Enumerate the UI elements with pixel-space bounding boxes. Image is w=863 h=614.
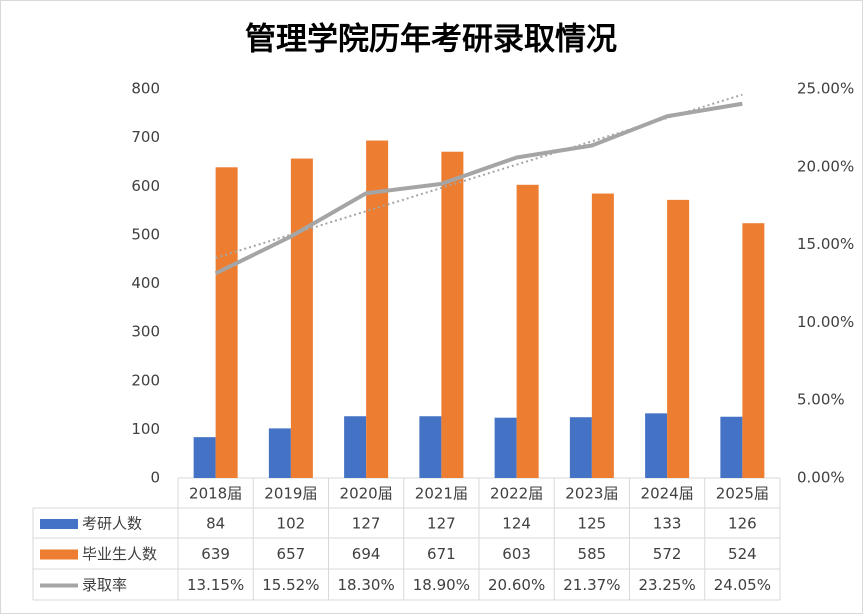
table-cell: 18.90% [413, 576, 470, 594]
y-tick-label: 400 [131, 274, 160, 292]
bar [215, 167, 238, 478]
y2-tick-label: 10.00% [797, 313, 854, 331]
table-cell: 585 [578, 545, 607, 563]
bar [742, 223, 765, 478]
y-tick-label: 800 [131, 80, 160, 98]
bar [494, 417, 517, 478]
bar [591, 193, 614, 478]
table-cell: 15.52% [262, 576, 319, 594]
x-tick-label: 2022届 [490, 485, 543, 503]
bar [569, 417, 592, 478]
bar [268, 428, 291, 478]
legend-key [40, 549, 78, 560]
table-cell: 102 [277, 515, 306, 533]
table-cell: 125 [578, 515, 607, 533]
y-tick-label: 0 [150, 469, 160, 487]
y2-tick-label: 20.00% [797, 157, 854, 175]
x-tick-label: 2021届 [415, 485, 468, 503]
table-cell: 639 [201, 545, 230, 563]
y-tick-label: 600 [131, 177, 160, 195]
bar [645, 413, 668, 478]
y-tick-label: 200 [131, 371, 160, 389]
y2-tick-label: 15.00% [797, 235, 854, 253]
table-cell: 671 [427, 545, 456, 563]
table-cell: 13.15% [187, 576, 244, 594]
table-cell: 694 [352, 545, 381, 563]
table-cell: 603 [502, 545, 531, 563]
legend-label: 录取率 [82, 576, 127, 594]
bar [516, 184, 539, 478]
y2-tick-label: 5.00% [797, 391, 845, 409]
legend-label: 考研人数 [82, 515, 142, 533]
x-tick-label: 2023届 [565, 485, 618, 503]
x-tick-label: 2024届 [641, 485, 694, 503]
table-cell: 18.30% [338, 576, 395, 594]
x-tick-label: 2018届 [189, 485, 242, 503]
y-tick-label: 500 [131, 225, 160, 243]
y2-tick-label: 0.00% [797, 469, 845, 487]
bar [419, 416, 442, 478]
table-cell: 133 [653, 515, 682, 533]
chart-title: 管理学院历年考研录取情况 [245, 22, 617, 58]
y-tick-label: 700 [131, 128, 160, 146]
bar [441, 151, 464, 478]
y2-tick-label: 25.00% [797, 80, 854, 98]
bar [193, 437, 216, 478]
bar [366, 140, 389, 479]
table-cell: 84 [206, 515, 225, 533]
bar [667, 199, 690, 479]
x-tick-label: 2019届 [264, 485, 317, 503]
table-cell: 126 [728, 515, 757, 533]
table-cell: 657 [277, 545, 306, 563]
table-cell: 127 [352, 515, 381, 533]
table-cell: 20.60% [488, 576, 545, 594]
bar [344, 416, 367, 478]
x-tick-label: 2025届 [716, 485, 769, 503]
legend-label: 毕业生人数 [82, 545, 157, 563]
bar [720, 416, 743, 478]
y-tick-label: 300 [131, 323, 160, 341]
y-tick-label: 100 [131, 420, 160, 438]
table-cell: 127 [427, 515, 456, 533]
table-cell: 21.37% [563, 576, 620, 594]
table-cell: 24.05% [714, 576, 771, 594]
legend-key [40, 519, 78, 529]
table-cell: 524 [728, 545, 757, 563]
table-cell: 23.25% [639, 576, 696, 594]
x-tick-label: 2020届 [340, 485, 393, 503]
table-cell: 572 [653, 545, 682, 563]
bar [290, 158, 313, 478]
table-cell: 124 [502, 515, 531, 533]
line [214, 101, 743, 276]
